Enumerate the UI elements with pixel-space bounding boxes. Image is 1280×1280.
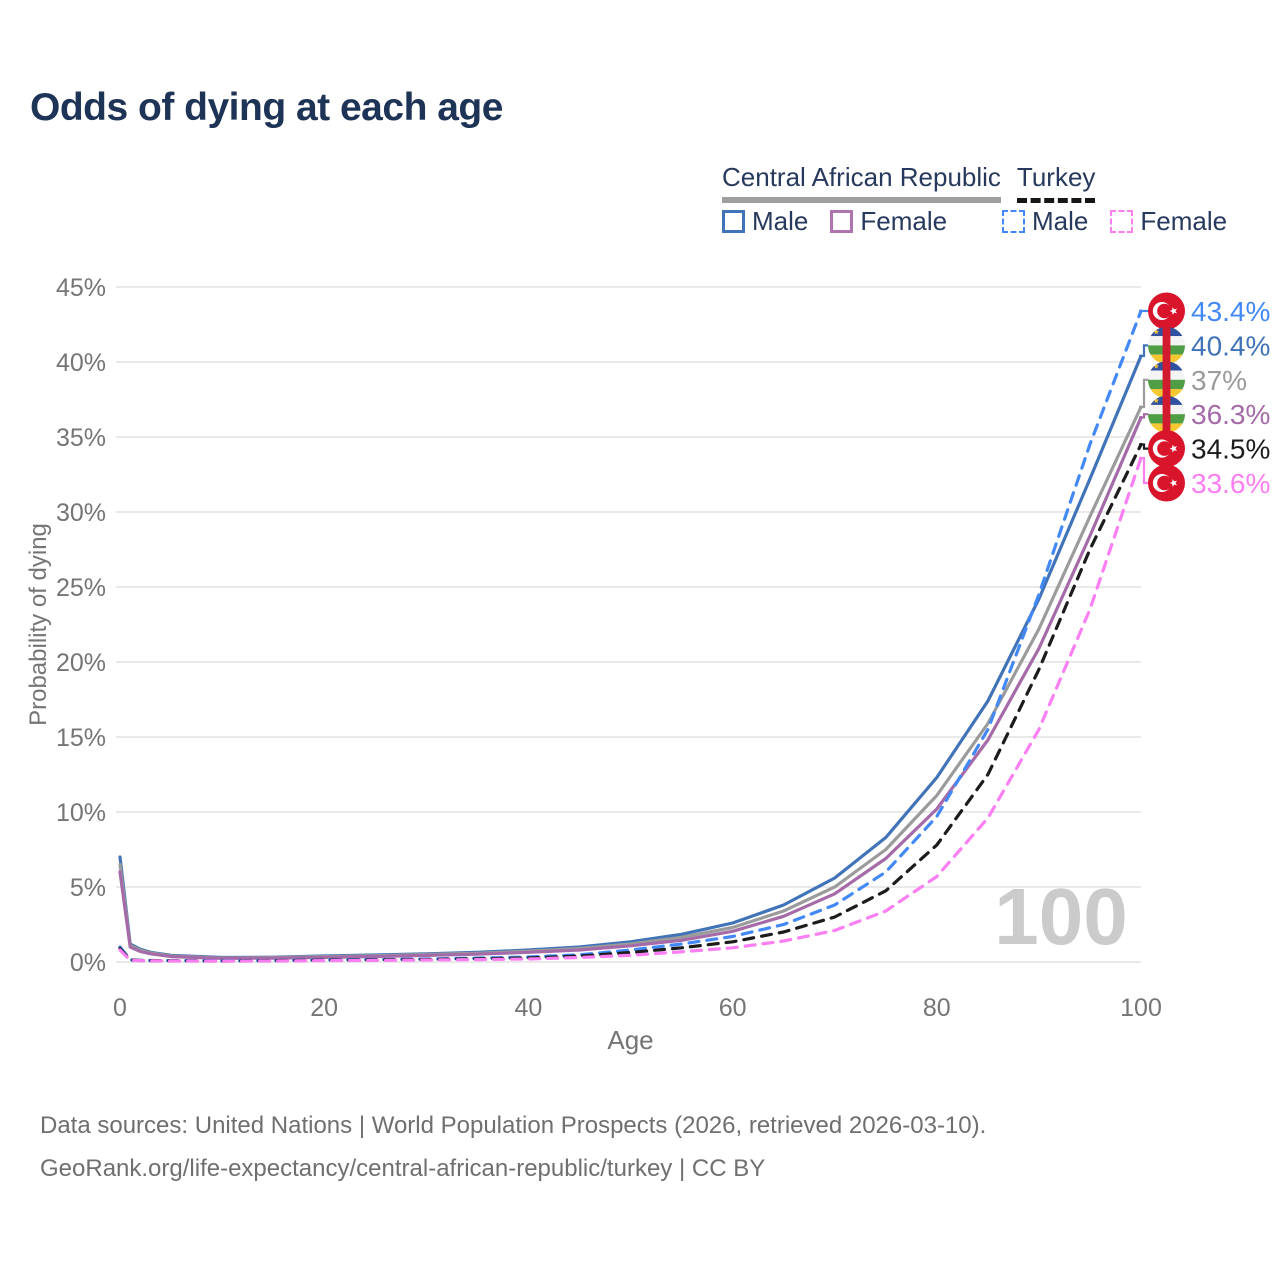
car-female-swatch-icon <box>830 210 854 233</box>
y-tick-label: 20% <box>56 649 106 677</box>
legend-country-turkey: Turkey <box>1016 162 1096 203</box>
series-connector-car-female <box>1139 413 1150 419</box>
turkey-flag-icon <box>1148 292 1185 330</box>
y-tick-label: 10% <box>56 799 106 827</box>
turkey-flag-icon <box>1148 464 1185 502</box>
legend-country-central-african-republic: Central African Republic <box>722 162 1001 203</box>
legend-items-central-african-republic: Male Female <box>722 206 947 237</box>
legend-item-car-female: Female <box>830 206 947 237</box>
x-tick-label: 40 <box>514 994 542 1022</box>
data-sources-footer: Data sources: United Nations | World Pop… <box>40 1104 986 1190</box>
x-axis-title: Age <box>607 1025 653 1055</box>
y-tick-label: 0% <box>70 949 106 977</box>
series-line-turkey-male <box>118 309 1143 963</box>
series-line-turkey-female <box>118 456 1143 963</box>
series-line-car-male <box>118 354 1143 960</box>
footer-line-1: Data sources: United Nations | World Pop… <box>40 1112 987 1139</box>
legend-item-turkey-male: Male <box>1002 206 1088 237</box>
y-tick-label: 30% <box>56 499 106 527</box>
legend-item-label: Female <box>860 206 948 236</box>
legend-countries: Central African Republic Turkey <box>722 162 1096 203</box>
series-connector-turkey-total <box>1139 443 1150 450</box>
x-tick-label: 80 <box>923 994 951 1022</box>
age-watermark: 100 <box>994 872 1127 961</box>
series-end-label-turkey-total: 34.5% <box>1191 434 1270 465</box>
footer-line-2: GeoRank.org/life-expectancy/central-afri… <box>40 1155 766 1182</box>
legend-item-turkey-female: Female <box>1110 206 1227 237</box>
legend-item-car-male: Male <box>722 206 808 237</box>
legend-item-label: Male <box>752 206 809 236</box>
legend-item-label: Female <box>1140 206 1228 236</box>
series-line-car-female <box>118 415 1143 961</box>
page-title: Odds of dying at each age <box>30 86 503 129</box>
central-african-republic-flag-icon <box>1148 361 1185 398</box>
y-axis-title: Probability of dying <box>25 523 52 726</box>
y-tick-label: 45% <box>56 274 106 302</box>
series-end-label-turkey-female: 33.6% <box>1191 468 1270 499</box>
x-tick-label: 60 <box>719 994 747 1022</box>
legend-item-label: Male <box>1032 206 1089 236</box>
central-african-republic-flag-icon <box>1148 396 1185 433</box>
y-tick-label: 40% <box>56 349 106 377</box>
turkey-female-swatch-icon <box>1110 210 1134 233</box>
y-tick-label: 5% <box>70 874 106 902</box>
y-tick-label: 15% <box>56 724 106 752</box>
turkey-flag-icon <box>1148 430 1185 468</box>
series-end-label-car-total: 37% <box>1191 365 1247 396</box>
series-line-car-total <box>118 405 1143 960</box>
series-connector-car-male <box>1139 344 1150 358</box>
car-male-swatch-icon <box>722 210 745 233</box>
y-tick-label: 35% <box>56 424 106 452</box>
series-connector-turkey-female <box>1139 456 1150 485</box>
series-end-label-turkey-male: 43.4% <box>1191 296 1270 327</box>
y-tick-label: 25% <box>56 574 106 602</box>
turkey-male-swatch-icon <box>1002 210 1025 233</box>
series-end-label-car-male: 40.4% <box>1191 330 1270 361</box>
central-african-republic-flag-icon <box>1148 327 1185 364</box>
x-tick-label: 100 <box>1120 994 1162 1022</box>
series-connector-car-total <box>1139 378 1150 409</box>
x-tick-label: 20 <box>310 994 338 1022</box>
series-end-label-car-female: 36.3% <box>1191 399 1270 430</box>
x-tick-label: 0 <box>113 994 127 1022</box>
legend-items-turkey: Male Female <box>1002 206 1227 237</box>
